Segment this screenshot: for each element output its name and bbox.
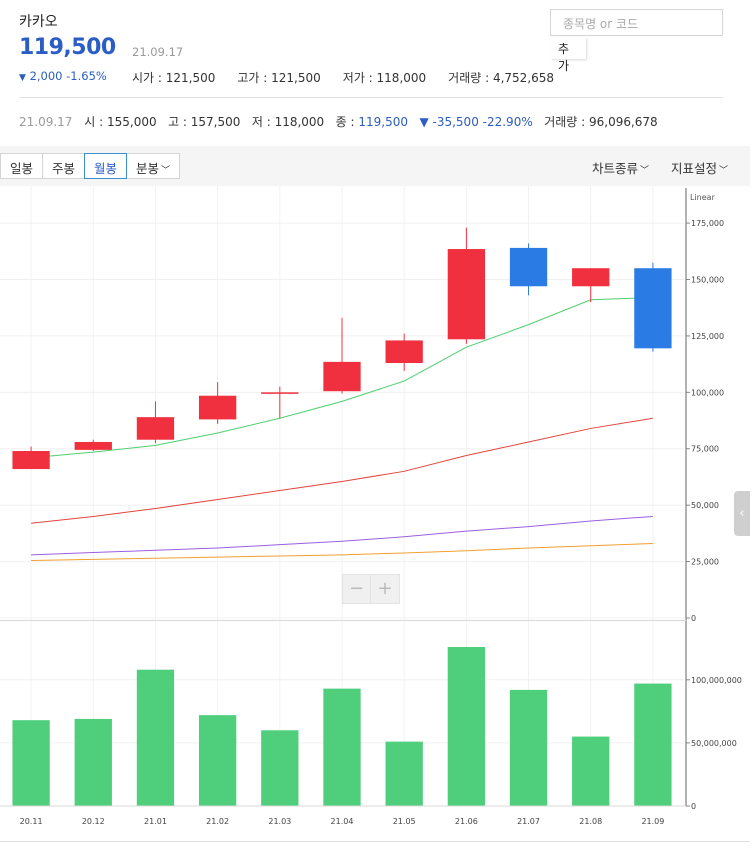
period-summary: 21.09.17 시 : 155,000 고 : 157,500 저 : 118… — [19, 113, 658, 130]
volume-bar — [261, 730, 299, 806]
volume-bar — [136, 669, 175, 806]
current-price: 119,500 — [19, 35, 116, 60]
moving-average-line-ma5 — [31, 297, 653, 459]
price-tick-label: 125,000 — [691, 332, 724, 341]
x-tick-label: 20.12 — [82, 817, 105, 826]
x-tick-label: 21.05 — [393, 817, 416, 826]
price-tick-label: 0 — [691, 614, 696, 623]
zoom-in-icon[interactable]: + — [377, 578, 393, 599]
side-panel-toggle-icon[interactable]: ‹ — [734, 491, 750, 536]
volume-bar — [323, 688, 361, 806]
volume-bar — [447, 646, 486, 806]
tab-minute[interactable]: 분봉 ﹀ — [126, 153, 181, 179]
price-tick-label: 25,000 — [691, 558, 719, 567]
stock-header: 카카오 119,500 21.09.17 ▼ 2,000 -1.65% 시가 :… — [0, 0, 756, 145]
candle-body — [385, 340, 423, 363]
volume-tick-label: 0 — [691, 802, 696, 811]
chart-area[interactable]: 0 25,000 50,000 75,000 100,000 125,000 150,000… — [0, 186, 750, 841]
volume-bar — [509, 689, 548, 806]
candles — [12, 227, 672, 470]
tab-weekly[interactable]: 주봉 — [42, 153, 86, 179]
moving-averages — [31, 297, 653, 561]
candle-body — [634, 268, 672, 349]
x-tick-label: 21.02 — [206, 817, 229, 826]
chevron-down-icon: ﹀ — [161, 166, 171, 176]
candle-body — [572, 268, 610, 287]
zoom-out-icon[interactable]: − — [343, 575, 372, 603]
tab-daily[interactable]: 일봉 — [0, 153, 44, 179]
zoom-controls: − + — [342, 574, 400, 604]
low-price: 저가 : 118,000 — [342, 71, 427, 85]
price-tick-label: 75,000 — [691, 445, 719, 454]
x-tick-label: 21.06 — [455, 817, 478, 826]
tab-minute-label: 분봉 — [136, 161, 160, 176]
moving-average-line-ma60 — [31, 515, 653, 556]
moving-average-line-ma20 — [31, 417, 653, 524]
x-tick-label: 20.11 — [20, 817, 43, 826]
period-tabs: 일봉 주봉 월봉 분봉 ﹀ — [0, 153, 181, 179]
stock-name: 카카오 — [19, 14, 58, 30]
candle-body — [447, 249, 486, 340]
header-divider — [19, 97, 723, 98]
open-price: 시가 : 121,500 — [132, 71, 216, 85]
chart-axes: 0 25,000 50,000 75,000 100,000 125,000 150,000… — [0, 188, 742, 826]
chart-toolbar: 일봉 주봉 월봉 분봉 ﹀ 차트종류 ﹀ 지표설정 ﹀ — [0, 146, 750, 186]
period-close: 119,500 — [358, 115, 409, 129]
period-low: 저 : 118,000 — [251, 115, 325, 129]
x-tick-label: 21.08 — [579, 817, 602, 826]
daily-ohlc: 시가 : 121,500 고가 : 121,500 저가 : 118,000 거래량 … — [132, 69, 576, 86]
volume-bar — [74, 718, 112, 806]
chevron-down-icon: ﹀ — [719, 166, 729, 176]
price-tick-label: 175,000 — [691, 219, 724, 228]
volume-bars — [12, 646, 672, 806]
period-open: 시 : 155,000 — [84, 115, 157, 129]
moving-average-line-ma120 — [31, 543, 653, 561]
candle-body — [509, 247, 548, 287]
chart-type-label: 차트종류 — [592, 161, 639, 176]
period-change: ▼ -35,500 -22.90% — [419, 115, 533, 129]
candle-body — [261, 392, 299, 394]
down-arrow-icon: ▼ — [19, 73, 26, 83]
tab-monthly[interactable]: 월봉 — [84, 153, 128, 179]
price-tick-label: 150,000 — [691, 275, 724, 284]
x-tick-label: 21.07 — [517, 817, 540, 826]
price-change: ▼ 2,000 -1.65% — [19, 69, 107, 83]
volume-bar — [634, 683, 672, 806]
daily-volume: 거래량 : 4,752,658 — [448, 71, 555, 85]
indicator-label: 지표설정 — [671, 161, 718, 176]
volume-bar — [385, 741, 423, 806]
period-high: 고 : 157,500 — [168, 115, 241, 129]
add-button[interactable]: 추가 — [551, 37, 586, 73]
volume-bar — [12, 720, 50, 806]
stock-chart[interactable]: 0 25,000 50,000 75,000 100,000 125,000 150,000… — [0, 186, 750, 841]
x-tick-label: 21.01 — [144, 817, 167, 826]
candle-body — [74, 441, 112, 450]
x-tick-label: 21.09 — [641, 817, 664, 826]
candle-body — [136, 417, 175, 440]
indicator-dropdown[interactable]: 지표설정 ﹀ — [671, 158, 728, 177]
price-tick-label: 100,000 — [691, 388, 724, 397]
volume-bar — [198, 715, 237, 806]
x-tick-label: 21.04 — [331, 817, 354, 826]
price-change-value: 2,000 -1.65% — [29, 69, 107, 83]
candle-body — [323, 361, 361, 392]
price-date: 21.09.17 — [132, 45, 184, 59]
chevron-down-icon: ﹀ — [640, 166, 650, 176]
price-tick-label: 50,000 — [691, 501, 719, 510]
high-price: 고가 : 121,500 — [237, 71, 321, 85]
volume-tick-label: 100,000,000 — [691, 676, 742, 685]
period-volume: 거래량 : 96,096,678 — [544, 115, 658, 129]
scale-label: Linear — [690, 193, 716, 202]
period-close-label: 종 : — [335, 115, 355, 129]
chart-type-dropdown[interactable]: 차트종류 ﹀ — [592, 158, 649, 177]
volume-bar — [572, 736, 610, 806]
period-date: 21.09.17 — [19, 115, 73, 129]
candle-body — [12, 451, 50, 470]
candle-body — [198, 395, 237, 420]
search-input[interactable]: 종목명 or 코드 — [550, 9, 723, 36]
bottom-border — [0, 841, 750, 842]
x-tick-label: 21.03 — [268, 817, 291, 826]
volume-tick-label: 50,000,000 — [691, 739, 737, 748]
